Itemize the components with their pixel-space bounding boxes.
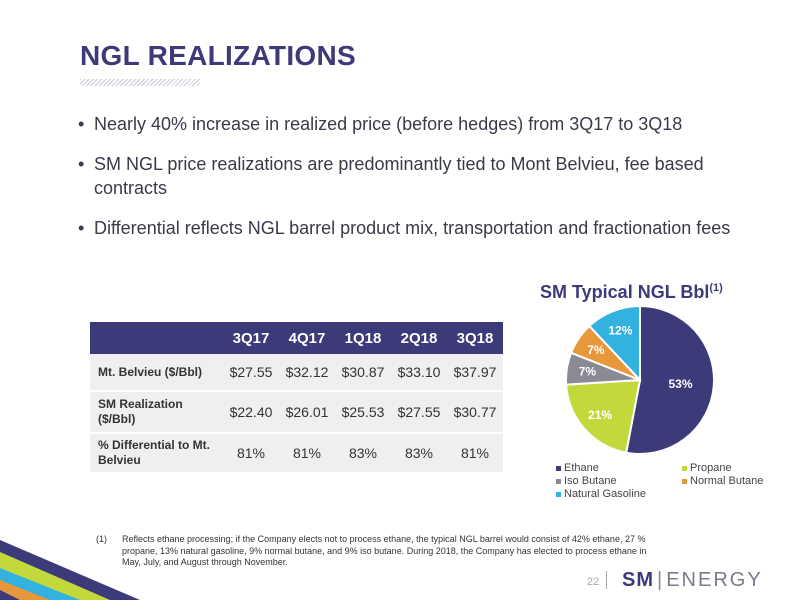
column-header: 1Q18 (335, 322, 391, 354)
page-number: 22 (587, 576, 600, 588)
table-cell: $37.97 (447, 354, 503, 392)
table-cell: 83% (391, 433, 447, 474)
table-cell: $26.01 (279, 391, 335, 434)
legend-item-ethane: Ethane (556, 462, 599, 474)
table-cell: $30.87 (335, 354, 391, 392)
legend-item-iso-butane: Iso Butane (556, 475, 617, 487)
company-logo: SM | ENERGY (622, 569, 763, 592)
chart-title-text: SM Typical NGL Bbl (540, 282, 710, 302)
decor-stripe-blue (0, 568, 80, 600)
legend-swatch (556, 465, 561, 471)
realization-table: 3Q17 4Q17 1Q18 2Q18 3Q18 Mt. Belvieu ($/… (90, 322, 503, 474)
table-cell: $30.77 (447, 391, 503, 434)
page-title: NGL REALIZATIONS (80, 40, 356, 71)
table-cell: $33.10 (391, 354, 447, 392)
footer-separator (606, 571, 607, 589)
legend-label: Normal Butane (690, 475, 764, 487)
legend-swatch (682, 465, 687, 471)
column-header: 3Q17 (223, 322, 279, 354)
table-cell: 81% (279, 433, 335, 474)
decor-stripe-orange (0, 580, 50, 600)
row-label: Mt. Belvieu ($/Bbl) (90, 354, 223, 392)
pie-slice-propane (565, 378, 642, 454)
table-cell: 81% (223, 433, 279, 474)
legend-label: Propane (690, 462, 732, 474)
table-cell: 83% (335, 433, 391, 474)
legend-swatch (682, 478, 687, 484)
table-row: Mt. Belvieu ($/Bbl) $27.55 $32.12 $30.87… (90, 354, 503, 392)
pie-slice-label: 12% (608, 323, 632, 337)
chart-title-footnote-ref: (1) (709, 282, 723, 294)
corner-decoration (0, 540, 140, 600)
legend-swatch (556, 491, 561, 497)
pie-slice-natural-gasoline (587, 304, 641, 383)
table-cell: 81% (447, 433, 503, 474)
table-header-row: 3Q17 4Q17 1Q18 2Q18 3Q18 (90, 322, 503, 354)
legend-label: Ethane (564, 462, 599, 474)
pie-slice-label: 53% (669, 377, 693, 391)
title-underline (80, 79, 200, 86)
table-cell: $27.55 (223, 354, 279, 392)
row-label: SM Realization ($/Bbl) (90, 391, 223, 434)
footnote: (1) Reflects ethane processing; if the C… (96, 534, 656, 569)
bullet-item: Differential reflects NGL barrel product… (78, 216, 778, 240)
legend-label: Natural Gasoline (564, 488, 646, 500)
bullet-list: Nearly 40% increase in realized price (b… (78, 112, 778, 256)
column-header: 2Q18 (391, 322, 447, 354)
logo-energy: ENERGY (666, 569, 763, 591)
bullet-item: SM NGL price realizations are predominan… (78, 152, 778, 200)
column-header: 4Q17 (279, 322, 335, 354)
table-cell: $32.12 (279, 354, 335, 392)
pie-slice-label: 7% (587, 343, 605, 357)
pie-slice-label: 21% (588, 408, 612, 422)
pie-slice-label: 7% (579, 365, 597, 379)
decor-stripe-green (0, 552, 110, 600)
legend-label: Iso Butane (564, 475, 617, 487)
legend-swatch (556, 478, 561, 484)
bullet-item: Nearly 40% increase in realized price (b… (78, 112, 778, 136)
pie-chart: 53%21%7%7%12% (565, 304, 715, 455)
chart-title: SM Typical NGL Bbl(1) (540, 282, 723, 303)
row-label: % Differential to Mt. Belvieu (90, 433, 223, 474)
table-cell: $25.53 (335, 391, 391, 434)
table-cell: $22.40 (223, 391, 279, 434)
footnote-marker: (1) (96, 534, 107, 544)
table-row: % Differential to Mt. Belvieu 81% 81% 83… (90, 433, 503, 474)
legend-item-natural-gasoline: Natural Gasoline (556, 488, 646, 500)
table-cell: $27.55 (391, 391, 447, 434)
pie-slice-ethane (624, 304, 715, 455)
legend-item-propane: Propane (682, 462, 732, 474)
legend-item-normal-butane: Normal Butane (682, 475, 763, 487)
logo-bar: | (657, 569, 664, 591)
column-header: 3Q18 (447, 322, 503, 354)
footnote-text: Reflects ethane processing; if the Compa… (122, 534, 647, 567)
table-header-blank (90, 322, 223, 354)
logo-sm: SM (622, 569, 654, 591)
table-row: SM Realization ($/Bbl) $22.40 $26.01 $25… (90, 391, 503, 434)
